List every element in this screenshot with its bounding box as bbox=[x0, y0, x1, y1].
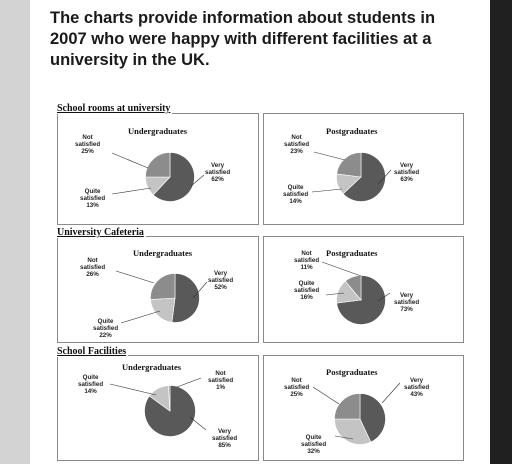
label-rooms-undergrad-very-satisfied: Very satisfied 62% bbox=[205, 162, 231, 184]
section-title-rooms: School rooms at university bbox=[57, 103, 173, 114]
label-facilities-postgrad-not-satisfied: Not satisfied 25% bbox=[284, 377, 310, 399]
pie-cafeteria-postgrad bbox=[336, 275, 386, 325]
pie-slice-quite-satisfied bbox=[150, 297, 176, 323]
pie-slice-not-satisfied bbox=[168, 385, 171, 412]
label-facilities-undergrad-quite-satisfied: Quite satisfied 14% bbox=[78, 374, 104, 396]
label-cafeteria-undergrad-not-satisfied: Not satisfied 26% bbox=[80, 257, 106, 279]
label-rooms-undergrad-not-satisfied: Not satisfied 25% bbox=[75, 134, 101, 156]
pie-title-facilities-postgrad: Postgraduates bbox=[326, 367, 378, 377]
pie-rooms-postgrad bbox=[336, 152, 386, 202]
page-heading: The charts provide information about stu… bbox=[50, 8, 470, 71]
heading-line-3: university in the UK. bbox=[50, 51, 210, 69]
pie-title-cafeteria-undergrad: Undergraduates bbox=[133, 248, 193, 258]
right-screen-edge bbox=[490, 0, 512, 464]
pie-slice-not-satisfied bbox=[336, 152, 362, 178]
label-rooms-postgrad-quite-satisfied: Quite satisfied 14% bbox=[283, 184, 309, 206]
label-rooms-undergrad-quite-satisfied: Quite satisfied 13% bbox=[80, 188, 106, 210]
pie-slice-not-satisfied bbox=[150, 273, 176, 300]
left-screen-edge bbox=[0, 0, 30, 464]
label-rooms-postgrad-very-satisfied: Very satisfied 63% bbox=[394, 162, 420, 184]
pie-title-facilities-undergrad: Undergraduates bbox=[122, 362, 182, 372]
pie-facilities-undergrad bbox=[144, 385, 196, 437]
heading-line-2: 2007 who were happy with different facil… bbox=[50, 30, 432, 48]
pie-slice-very-satisfied bbox=[171, 273, 200, 323]
section-title-cafeteria: University Cafeteria bbox=[57, 227, 146, 238]
document-page: The charts provide information about stu… bbox=[30, 0, 490, 464]
label-facilities-undergrad-very-satisfied: Very satisfied 85% bbox=[212, 428, 238, 450]
pie-title-rooms-postgrad: Postgraduates bbox=[326, 126, 378, 136]
pie-title-rooms-undergrad: Undergraduates bbox=[128, 126, 188, 136]
label-facilities-undergrad-not-satisfied: Not satisfied 1% bbox=[208, 370, 234, 392]
pie-rooms-undergrad bbox=[145, 152, 195, 202]
label-cafeteria-postgrad-quite-satisfied: Quite satisfied 16% bbox=[294, 280, 320, 302]
pie-slice-not-satisfied bbox=[334, 393, 361, 420]
pie-cafeteria-undergrad bbox=[150, 273, 200, 323]
pie-facilities-postgrad bbox=[334, 393, 386, 445]
pie-slice-very-satisfied bbox=[359, 393, 386, 443]
label-cafeteria-postgrad-very-satisfied: Very satisfied 73% bbox=[394, 292, 420, 314]
label-cafeteria-undergrad-quite-satisfied: Quite satisfied 22% bbox=[93, 318, 119, 340]
label-rooms-postgrad-not-satisfied: Not satisfied 23% bbox=[284, 134, 310, 156]
section-title-facilities: School Facilities bbox=[57, 346, 129, 357]
label-facilities-postgrad-very-satisfied: Very satisfied 43% bbox=[404, 377, 430, 399]
label-facilities-postgrad-quite-satisfied: Quite satisfied 32% bbox=[301, 434, 327, 456]
pie-slice-very-satisfied bbox=[144, 385, 196, 437]
label-cafeteria-postgrad-not-satisfied: Not satisfied 11% bbox=[294, 250, 320, 272]
label-cafeteria-undergrad-very-satisfied: Very satisfied 52% bbox=[208, 270, 234, 292]
heading-line-1: The charts provide information about stu… bbox=[50, 9, 436, 27]
pie-title-cafeteria-postgrad: Postgraduates bbox=[326, 248, 378, 258]
pie-slice-not-satisfied bbox=[145, 152, 171, 178]
pie-slice-very-satisfied bbox=[342, 152, 386, 202]
